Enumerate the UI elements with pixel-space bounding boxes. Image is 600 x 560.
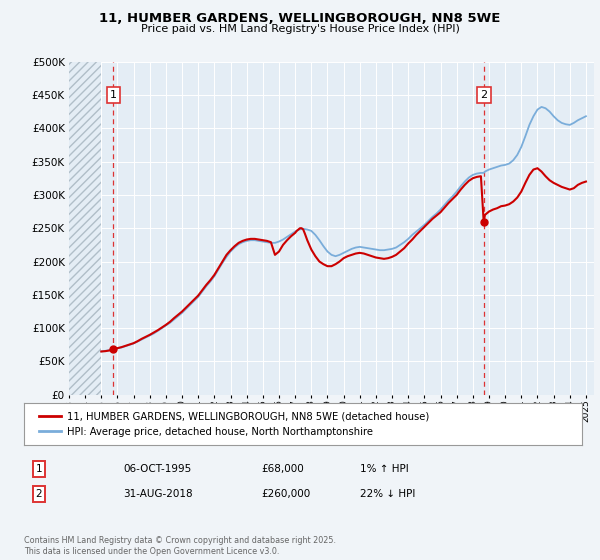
Text: 1: 1 (35, 464, 43, 474)
Text: £260,000: £260,000 (261, 489, 310, 499)
Text: Price paid vs. HM Land Registry's House Price Index (HPI): Price paid vs. HM Land Registry's House … (140, 24, 460, 34)
Text: 06-OCT-1995: 06-OCT-1995 (123, 464, 191, 474)
Text: 22% ↓ HPI: 22% ↓ HPI (360, 489, 415, 499)
Text: £68,000: £68,000 (261, 464, 304, 474)
Bar (69, 62, 101, 395)
Text: 1: 1 (110, 90, 117, 100)
Text: Contains HM Land Registry data © Crown copyright and database right 2025.
This d: Contains HM Land Registry data © Crown c… (24, 536, 336, 556)
Text: 2: 2 (35, 489, 43, 499)
Legend: 11, HUMBER GARDENS, WELLINGBOROUGH, NN8 5WE (detached house), HPI: Average price: 11, HUMBER GARDENS, WELLINGBOROUGH, NN8 … (35, 408, 433, 441)
Text: 1% ↑ HPI: 1% ↑ HPI (360, 464, 409, 474)
Text: 11, HUMBER GARDENS, WELLINGBOROUGH, NN8 5WE: 11, HUMBER GARDENS, WELLINGBOROUGH, NN8 … (100, 12, 500, 25)
Text: 2: 2 (480, 90, 487, 100)
Text: 31-AUG-2018: 31-AUG-2018 (123, 489, 193, 499)
